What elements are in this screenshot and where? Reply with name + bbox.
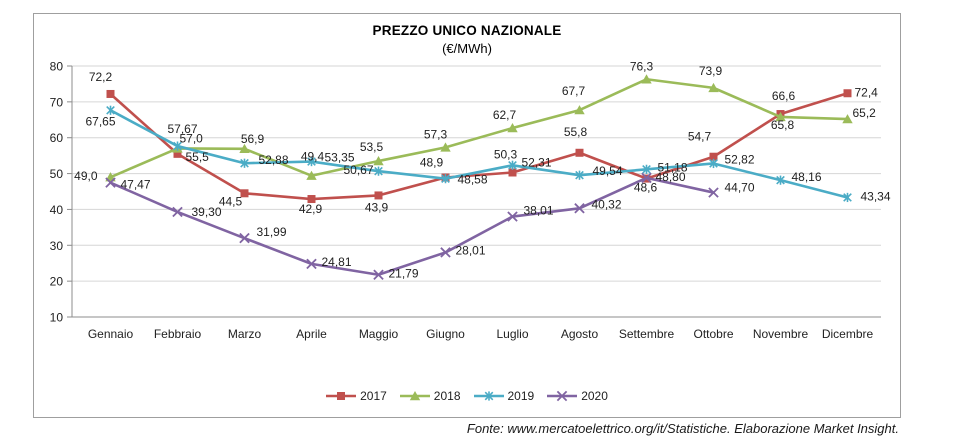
- legend-marker-2017-icon: [326, 392, 357, 400]
- data-label-2019: 67,65: [85, 114, 115, 128]
- legend-item-2020: 2020: [547, 389, 608, 403]
- data-label-2019: 43,34: [861, 189, 891, 203]
- data-label-2017: 54,7: [688, 130, 712, 144]
- data-label-2017: 72,4: [855, 85, 879, 99]
- data-labels-2020: 47,47 39,30 31,99 24,81 21,79 28,01 38,01 40,32…: [121, 170, 755, 281]
- data-label-2018: 49,4: [301, 150, 325, 164]
- y-tick-label: 40: [50, 203, 64, 217]
- data-label-2017: 43,9: [365, 200, 389, 214]
- data-label-2018: 76,3: [630, 59, 654, 73]
- x-tick-label: Marzo: [228, 327, 262, 341]
- y-tick-label: 30: [50, 239, 64, 253]
- data-label-2019: 51,18: [658, 160, 688, 174]
- x-axis-labels: Gennaio Febbraio Marzo Aprile Maggio Giugno Lu…: [88, 327, 874, 341]
- data-label-2019: 48,58: [458, 173, 488, 187]
- data-label-2019: 50,67: [343, 163, 373, 177]
- x-tick-label: Gennaio: [88, 327, 134, 341]
- data-label-2018: 56,9: [241, 132, 265, 146]
- data-label-2020: 31,99: [257, 225, 287, 239]
- data-label-2019: 52,88: [259, 153, 289, 167]
- data-label-2017: 55,8: [564, 125, 588, 139]
- x-tick-label: Ottobre: [693, 327, 733, 341]
- legend-label: 2020: [581, 389, 608, 403]
- data-labels-2018: 49,0 57,0 56,9 49,4 53,5 57,3 62,7 67,7 76,3 73,9…: [74, 59, 876, 183]
- y-tick-label: 10: [50, 311, 64, 325]
- data-label-2018: 57,3: [424, 127, 448, 141]
- legend-marker-2019-icon: [473, 391, 504, 401]
- chart-subtitle: (€/MWh): [442, 41, 492, 56]
- legend-marker-2018-icon: [399, 391, 430, 401]
- source-note: Fonte: www.mercatoelettrico.org/it/Stati…: [466, 421, 899, 436]
- data-label-2020: 44,70: [725, 181, 755, 195]
- data-label-2019: 49,54: [593, 164, 623, 178]
- data-label-2018: 67,7: [562, 84, 586, 98]
- x-tick-label: Luglio: [496, 327, 528, 341]
- legend-label: 2019: [507, 389, 535, 403]
- legend-item-2017: 2017: [326, 389, 387, 403]
- data-label-2017: 48,6: [634, 181, 658, 195]
- legend-label: 2017: [360, 389, 387, 403]
- series-2019: [106, 105, 852, 203]
- data-label-2017: 55,5: [186, 150, 210, 164]
- data-label-2020: 40,32: [592, 197, 622, 211]
- data-label-2020: 48,80: [656, 170, 686, 184]
- y-tick-label: 70: [50, 95, 64, 109]
- data-label-2018: 65,2: [853, 106, 877, 120]
- data-label-2019: 48,16: [792, 170, 822, 184]
- data-label-2020: 39,30: [192, 205, 222, 219]
- data-label-2019: 57,67: [167, 122, 197, 136]
- x-tick-label: Giugno: [426, 327, 465, 341]
- data-label-2017: 44,5: [219, 194, 243, 208]
- data-label-2018: 53,5: [360, 140, 384, 154]
- y-tick-label: 50: [50, 167, 64, 181]
- x-tick-label: Dicembre: [822, 327, 874, 341]
- data-label-2020: 28,01: [456, 243, 486, 257]
- data-labels-2017: 72,2 55,5 44,5 42,9 43,9 48,9 50,3 55,8 48,6 54,7…: [89, 70, 878, 216]
- data-label-2018: 49,0: [74, 169, 98, 183]
- x-tick-label: Maggio: [359, 327, 399, 341]
- data-label-2017: 48,9: [420, 156, 444, 170]
- data-label-2018: 62,7: [493, 108, 517, 122]
- data-label-2017: 50,3: [494, 147, 518, 161]
- data-label-2019: 52,31: [522, 155, 552, 169]
- data-label-2017: 66,6: [772, 89, 796, 103]
- legend: 2017 2018 2019 2020: [33, 387, 901, 405]
- x-tick-label: Febbraio: [154, 327, 202, 341]
- legend-marker-2020-icon: [547, 390, 578, 402]
- legend-label: 2018: [433, 389, 461, 403]
- data-label-2018: 65,8: [771, 118, 795, 132]
- y-tick-label: 60: [50, 131, 64, 145]
- chart-title: PREZZO UNICO NAZIONALE: [372, 23, 562, 38]
- data-label-2018: 57,0: [180, 131, 204, 145]
- axes: [67, 65, 881, 318]
- data-label-2019: 53,35: [325, 151, 355, 165]
- y-tick-label: 80: [50, 60, 64, 74]
- data-label-2019: 52,82: [725, 152, 755, 166]
- x-tick-label: Settembre: [619, 327, 675, 341]
- x-tick-label: Agosto: [561, 327, 599, 341]
- y-axis-labels: 10 20 30 40 50 60 70 80: [50, 60, 64, 325]
- chart-frame: [33, 13, 901, 418]
- data-label-2020: 38,01: [524, 204, 554, 218]
- data-label-2018: 73,9: [699, 64, 723, 78]
- data-label-2020: 21,79: [389, 267, 419, 281]
- data-label-2017: 72,2: [89, 70, 113, 84]
- series-2020: [105, 172, 719, 280]
- y-tick-label: 20: [50, 275, 64, 289]
- legend-item-2019: 2019: [473, 389, 535, 403]
- data-label-2017: 42,9: [299, 202, 323, 216]
- x-tick-label: Aprile: [296, 327, 327, 341]
- legend-item-2018: 2018: [399, 389, 461, 403]
- x-tick-label: Novembre: [753, 327, 809, 341]
- data-label-2020: 47,47: [121, 178, 151, 192]
- data-label-2020: 24,81: [322, 255, 352, 269]
